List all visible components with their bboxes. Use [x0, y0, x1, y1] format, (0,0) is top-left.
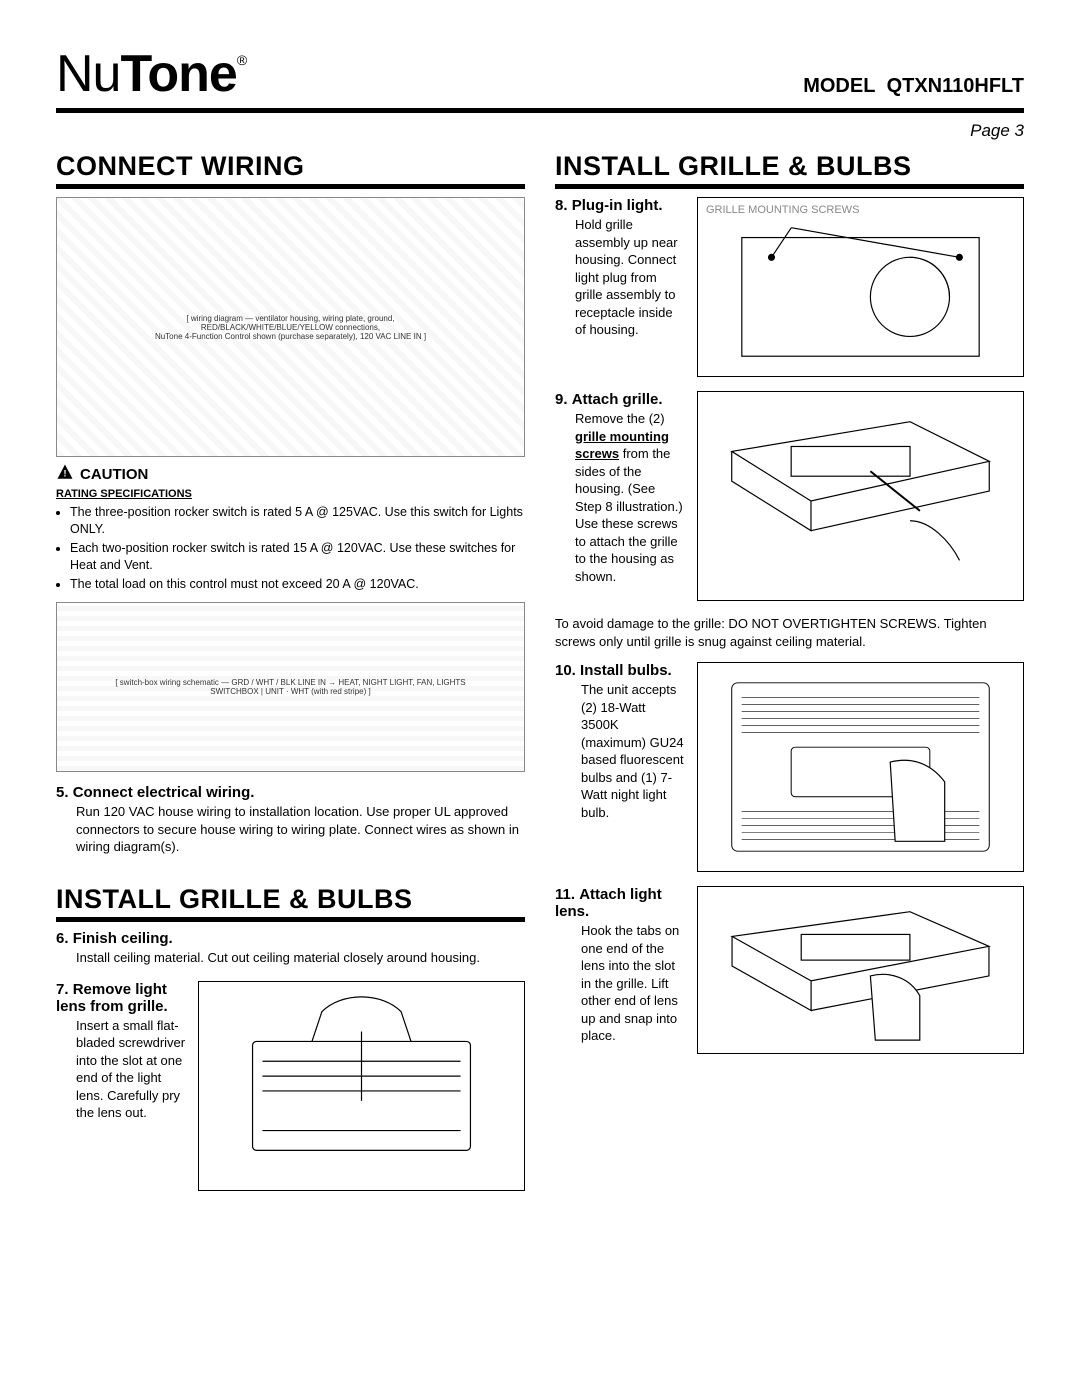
- rating-bullet: The total load on this control must not …: [70, 576, 525, 593]
- brand-part-1: Nu: [56, 45, 120, 103]
- step-10: 10. Install bulbs. The unit accepts (2) …: [555, 662, 1024, 872]
- model-number: MODEL QTXN110HFLT: [803, 75, 1024, 104]
- step-5: 5. Connect electrical wiring. Run 120 VA…: [56, 784, 525, 856]
- registered-mark: ®: [237, 52, 246, 68]
- caution-row: ! CAUTION: [56, 463, 525, 486]
- brand-logo: NuTone®: [56, 44, 246, 104]
- left-column: CONNECT WIRING [ wiring diagram — ventil…: [56, 151, 525, 1205]
- step-8-illustration: GRILLE MOUNTING SCREWS: [697, 197, 1024, 377]
- brand-part-2: Tone: [120, 45, 236, 103]
- rating-bullet: The three-position rocker switch is rate…: [70, 504, 525, 538]
- step-8-body: Hold grille assembly up near housing. Co…: [555, 216, 685, 339]
- step-8-head: 8. Plug-in light.: [555, 197, 685, 214]
- step-7-illustration: [198, 981, 525, 1191]
- rating-bullet: Each two-position rocker switch is rated…: [70, 540, 525, 574]
- step-8-callout: GRILLE MOUNTING SCREWS: [706, 204, 859, 216]
- rating-spec-label: RATING SPECIFICATIONS: [56, 488, 525, 500]
- section-connect-wiring: CONNECT WIRING: [56, 151, 525, 189]
- caution-label: CAUTION: [80, 466, 148, 483]
- wiring-diagram-caption: [ wiring diagram — ventilator housing, w…: [155, 314, 426, 341]
- step-11-head: 11. Attach light lens.: [555, 886, 685, 920]
- step-9-head: 9. Attach grille.: [555, 391, 685, 408]
- step-9: 9. Attach grille. Remove the (2) grille …: [555, 391, 1024, 601]
- step-9-note: To avoid damage to the grille: DO NOT OV…: [555, 615, 1024, 650]
- step-11-illustration: [697, 886, 1024, 1054]
- rating-bullets: The three-position rocker switch is rate…: [56, 504, 525, 592]
- step-9-illustration: [697, 391, 1024, 601]
- step-9-body: Remove the (2) grille mounting screws fr…: [555, 410, 685, 585]
- step-5-head: 5. Connect electrical wiring.: [56, 784, 525, 801]
- step-10-head: 10. Install bulbs.: [555, 662, 685, 679]
- step-11-body: Hook the tabs on one end of the lens int…: [555, 922, 685, 1045]
- main-columns: CONNECT WIRING [ wiring diagram — ventil…: [56, 151, 1024, 1205]
- step-7: 7. Remove light lens from grille. Insert…: [56, 981, 525, 1191]
- wiring-diagram-top: [ wiring diagram — ventilator housing, w…: [56, 197, 525, 457]
- step-7-body: Insert a small flat-bladed screwdriver i…: [56, 1017, 186, 1122]
- step-6-body: Install ceiling material. Cut out ceilin…: [56, 949, 525, 967]
- step-10-illustration: [697, 662, 1024, 872]
- right-column: INSTALL GRILLE & BULBS 8. Plug-in light.…: [555, 151, 1024, 1205]
- page-number: Page 3: [56, 121, 1024, 141]
- switchbox-diagram: [ switch-box wiring schematic — GRD / WH…: [56, 602, 525, 772]
- step-11: 11. Attach light lens. Hook the tabs on …: [555, 886, 1024, 1054]
- step-5-body: Run 120 VAC house wiring to installation…: [56, 803, 525, 856]
- section-install-grille-right: INSTALL GRILLE & BULBS: [555, 151, 1024, 189]
- step-6: 6. Finish ceiling. Install ceiling mater…: [56, 930, 525, 967]
- step-10-body: The unit accepts (2) 18-Watt 3500K (maxi…: [555, 681, 685, 821]
- step-6-head: 6. Finish ceiling.: [56, 930, 525, 947]
- svg-text:!: !: [64, 469, 67, 479]
- caution-icon: !: [56, 463, 74, 486]
- page-header: NuTone® MODEL QTXN110HFLT: [56, 44, 1024, 113]
- step-8: 8. Plug-in light. Hold grille assembly u…: [555, 197, 1024, 377]
- step-7-head: 7. Remove light lens from grille.: [56, 981, 186, 1015]
- section-install-grille-left: INSTALL GRILLE & BULBS: [56, 884, 525, 922]
- switchbox-caption: [ switch-box wiring schematic — GRD / WH…: [115, 678, 465, 696]
